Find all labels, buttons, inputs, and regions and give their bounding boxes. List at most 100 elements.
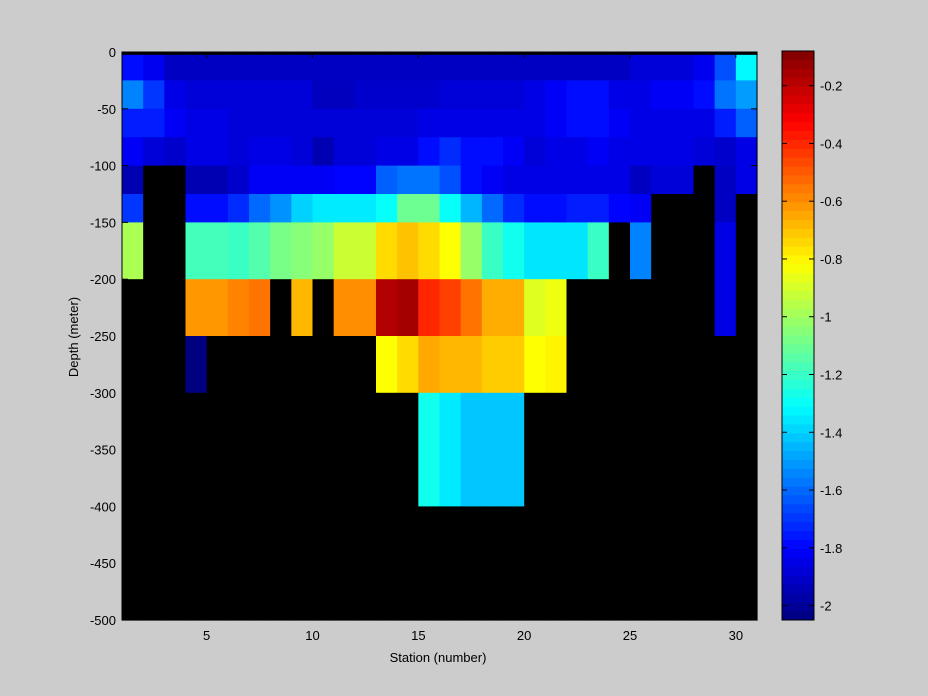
heatmap-cell xyxy=(524,194,546,223)
colorbar-swatch xyxy=(782,362,814,372)
colorbar-swatch xyxy=(782,388,814,399)
heatmap-cell xyxy=(185,108,208,138)
heatmap-cell xyxy=(397,222,419,280)
heatmap-cell xyxy=(524,54,546,81)
heatmap-cell xyxy=(608,392,631,507)
heatmap-cell xyxy=(418,54,441,81)
colorbar-swatch xyxy=(782,308,814,319)
heatmap-cell xyxy=(651,52,673,56)
colorbar-swatch xyxy=(782,193,814,203)
heatmap-cell xyxy=(460,54,483,81)
x-tick-label: 15 xyxy=(411,628,425,643)
heatmap-cell xyxy=(143,137,165,167)
heatmap-cell xyxy=(439,279,462,337)
heatmap-cell xyxy=(270,506,292,621)
heatmap-cell xyxy=(439,165,462,195)
heatmap-cell xyxy=(439,52,462,56)
heatmap-cell xyxy=(672,194,695,223)
heatmap-cell xyxy=(185,392,208,507)
heatmap-cell xyxy=(143,80,165,110)
heatmap-cell xyxy=(503,80,525,110)
heatmap-cell xyxy=(524,137,546,167)
heatmap-cell xyxy=(481,222,504,280)
heatmap-cell xyxy=(651,137,673,167)
heatmap-cell xyxy=(354,336,377,394)
heatmap-cell xyxy=(672,108,695,138)
heatmap-cell xyxy=(249,137,271,167)
colorbar-swatch xyxy=(782,326,814,336)
heatmap-cell xyxy=(693,506,716,621)
colorbar-swatch xyxy=(782,166,814,176)
heatmap-cell xyxy=(270,137,292,167)
heatmap-cell xyxy=(651,336,673,394)
colorbar-swatch xyxy=(782,584,814,594)
colorbar-tick-label: -0.6 xyxy=(820,194,842,209)
heatmap-cell xyxy=(503,392,525,507)
heatmap-cell xyxy=(651,506,673,621)
heatmap-cell xyxy=(651,392,673,507)
heatmap-cell xyxy=(587,392,610,507)
heatmap-cell xyxy=(397,80,419,110)
colorbar-swatch xyxy=(782,148,814,159)
colorbar-swatch xyxy=(782,548,814,559)
heatmap-cell xyxy=(735,52,758,56)
heatmap-cell xyxy=(185,506,208,621)
heatmap-cell xyxy=(164,137,187,167)
heatmap-cell xyxy=(354,165,377,195)
heatmap-cell xyxy=(672,54,695,81)
heatmap-cell xyxy=(587,336,610,394)
colorbar-swatch xyxy=(782,397,814,408)
heatmap-cell xyxy=(376,52,398,56)
heatmap-cell xyxy=(672,222,695,280)
heatmap-cell xyxy=(354,392,377,507)
heatmap-cell xyxy=(587,279,610,337)
heatmap-cell xyxy=(397,279,419,337)
heatmap-cell xyxy=(672,392,695,507)
heatmap-cell xyxy=(545,52,568,56)
heatmap-cell xyxy=(227,54,250,81)
heatmap-cell xyxy=(693,279,716,337)
heatmap-cell xyxy=(481,165,504,195)
colorbar-swatch xyxy=(782,486,814,497)
colorbar-swatch xyxy=(782,113,814,123)
heatmap-cell xyxy=(460,506,483,621)
heatmap-cell xyxy=(249,52,271,56)
heatmap-cell xyxy=(693,80,716,110)
heatmap-cell xyxy=(545,108,568,138)
heatmap-cell xyxy=(566,336,589,394)
heatmap-cell xyxy=(460,194,483,223)
heatmap-cell xyxy=(354,108,377,138)
heatmap-cell xyxy=(185,137,208,167)
heatmap-cell xyxy=(545,165,568,195)
heatmap-cell xyxy=(376,54,398,81)
heatmap-cell xyxy=(376,336,398,394)
heatmap-cell xyxy=(143,392,165,507)
heatmap-cell xyxy=(227,108,250,138)
heatmap-cell xyxy=(270,54,292,81)
colorbar-swatch xyxy=(782,539,814,550)
heatmap-cell xyxy=(143,52,165,56)
heatmap-cell xyxy=(206,279,229,337)
heatmap-cell xyxy=(270,80,292,110)
heatmap-cell xyxy=(333,336,356,394)
heatmap-cell xyxy=(608,506,631,621)
heatmap-cell xyxy=(376,165,398,195)
heatmap-cell xyxy=(206,392,229,507)
heatmap-cell xyxy=(439,336,462,394)
y-tick-label: -500 xyxy=(90,613,116,628)
heatmap-cell xyxy=(333,54,356,81)
heatmap-cell xyxy=(439,137,462,167)
heatmap-cell xyxy=(143,108,165,138)
heatmap-cell xyxy=(122,137,144,167)
heatmap-cell xyxy=(122,336,144,394)
heatmap-cell xyxy=(566,108,589,138)
heatmap-cell xyxy=(651,165,673,195)
heatmap-cell xyxy=(206,137,229,167)
heatmap-cell xyxy=(333,137,356,167)
colorbar-tick-label: -2 xyxy=(820,599,832,614)
heatmap-cell xyxy=(630,336,652,394)
heatmap-cell xyxy=(249,194,271,223)
heatmap-cell xyxy=(185,80,208,110)
heatmap-cell xyxy=(164,506,187,621)
heatmap-cell xyxy=(460,336,483,394)
